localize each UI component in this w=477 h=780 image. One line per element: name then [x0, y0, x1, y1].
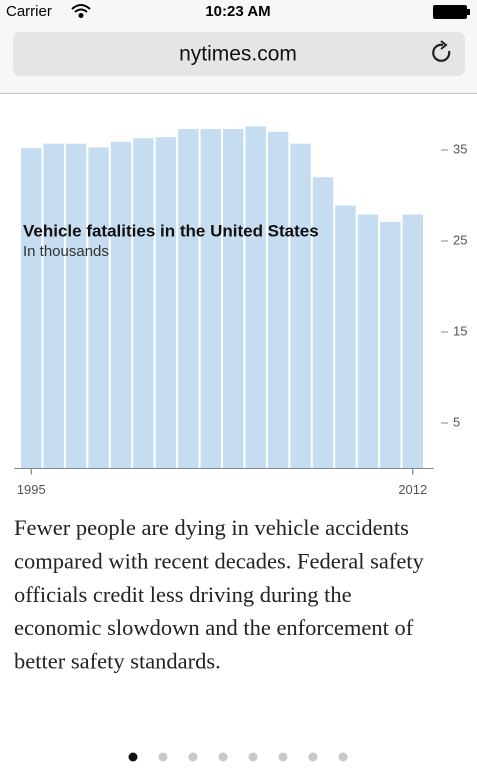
page-dot[interactable]	[278, 752, 288, 762]
y-tick-label: 15	[453, 323, 467, 338]
x-tick-label: 2012	[398, 482, 427, 497]
bar	[65, 143, 87, 469]
bar	[357, 214, 379, 469]
bar	[290, 143, 311, 469]
bar	[133, 138, 154, 469]
caption-line: compared with recent decades. Federal sa…	[14, 548, 425, 573]
caption-line: economic slowdown and the enforcement of	[14, 615, 414, 640]
x-tick-label: 1995	[17, 482, 46, 497]
url-field[interactable]	[13, 32, 465, 76]
page-dot[interactable]	[248, 752, 258, 762]
chart-title: Vehicle fatalities in the United States	[23, 221, 319, 240]
bar	[43, 143, 64, 469]
page-dot[interactable]	[218, 752, 228, 762]
bar	[223, 129, 244, 469]
bar	[21, 148, 42, 469]
bar	[267, 131, 289, 469]
page-dots	[128, 752, 348, 762]
y-tick-label: 25	[453, 232, 467, 247]
caption-line: better safety standards.	[14, 648, 221, 673]
y-tick-label: 35	[453, 141, 467, 156]
bar	[110, 141, 132, 469]
page-dot-active[interactable]	[128, 752, 138, 762]
caption-line: officials credit less driving during the	[14, 582, 352, 607]
caption-line: Fewer people are dying in vehicle accide…	[14, 515, 409, 540]
carrier: Carrier	[6, 3, 52, 20]
page-dot[interactable]	[338, 752, 348, 762]
clock: 10:23 AM	[205, 3, 270, 20]
bar	[402, 214, 423, 469]
bar	[178, 129, 199, 469]
reload-button[interactable]	[432, 40, 451, 62]
bar	[335, 205, 356, 469]
wifi-icon	[71, 4, 91, 18]
bar	[312, 177, 334, 469]
page-dot[interactable]	[188, 752, 198, 762]
bar	[88, 147, 109, 469]
chart: 1995 2012 5 15 25 35	[14, 126, 467, 497]
bar	[200, 129, 221, 469]
bar	[245, 126, 266, 469]
y-tick-label: 5	[453, 414, 460, 429]
bar	[380, 221, 401, 469]
battery-icon	[433, 5, 470, 19]
chart-subtitle: In thousands	[23, 243, 109, 260]
url: nytimes.com	[179, 43, 297, 66]
page-dot[interactable]	[308, 752, 318, 762]
page-dot[interactable]	[158, 752, 168, 762]
bar	[155, 137, 177, 469]
